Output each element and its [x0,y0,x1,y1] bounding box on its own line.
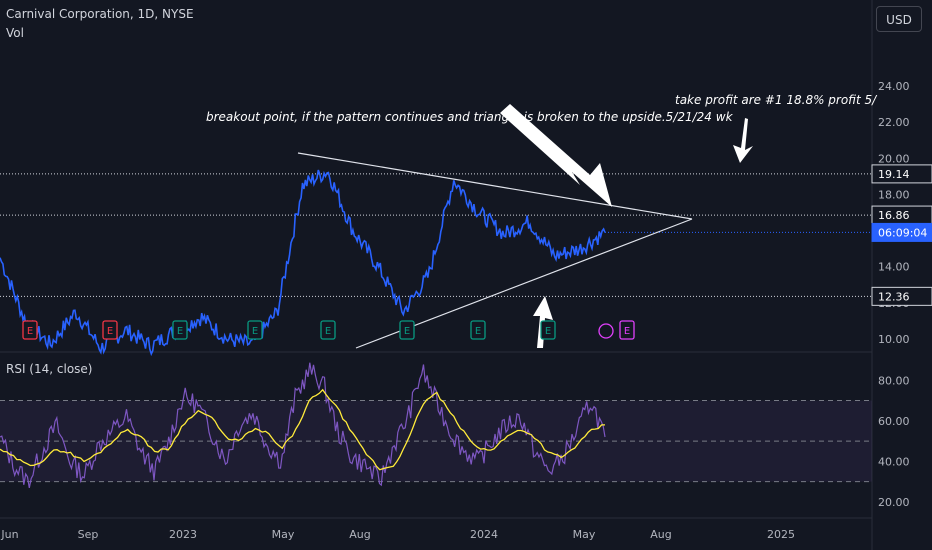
price-label-box [871,164,932,184]
earnings-marker-label: E [177,326,183,337]
earnings-marker [399,320,415,340]
time-tick: Jun [0,528,18,541]
rsi-tick: 20.00 [878,496,910,509]
split-icon [598,323,614,339]
currency-button[interactable]: USD [876,6,922,32]
price-label: 06:09:04 [878,226,927,239]
time-tick: May [272,528,295,541]
time-tick: 2023 [169,528,197,541]
rsi-tick: 80.00 [878,374,910,387]
rsi-series [0,362,606,489]
rsi-tick: 60.00 [878,415,910,428]
breakout-annotation: breakout point, if the pattern continues… [206,110,734,124]
triangle-pattern [297,152,693,349]
earnings-marker-label: E [27,326,33,337]
breakout-arrow [500,104,612,207]
earnings-marker-label: E [624,326,630,337]
time-tick: Aug [650,528,671,541]
rsi-band [0,400,872,483]
time-tick: 2024 [470,528,498,541]
earnings-marker [22,320,38,340]
volume-label: Vol [6,26,24,40]
time-axis: Jun Sep 2023 May Aug 2024 May Aug 2025 [0,528,795,541]
earnings-marker-label: E [475,326,481,337]
rsi-ma-line [0,388,605,471]
take-profit-arrow [733,118,753,163]
earnings-marker-label: E [545,326,551,337]
price-tick: 24.00 [878,80,910,93]
price-label-box [871,222,932,242]
chart-title: Carnival Corporation, 1D, NYSE [6,7,194,21]
earnings-marker-label: E [404,326,410,337]
time-tick: 2025 [767,528,795,541]
time-tick: May [573,528,596,541]
rsi-label: RSI (14, close) [6,362,93,376]
price-series [0,169,872,357]
price-tick: 22.00 [878,116,910,129]
price-label: 12.36 [878,290,910,303]
price-line [0,169,606,357]
annotation-arrows [500,104,753,348]
rsi-line [0,362,606,489]
earnings-marker-label: E [107,326,113,337]
earnings-marker-label: E [252,326,258,337]
rsi-axis: 20.00 40.00 60.00 80.00 [878,374,910,509]
earnings-marker [320,320,336,340]
annotation-texts: breakout point, if the pattern continues… [206,93,878,124]
triangle-upper [297,152,693,220]
grid [0,0,873,550]
earnings-marker [540,320,556,340]
price-tick: 14.00 [878,261,910,274]
price-labels: 19.14 16.86 06:09:04 12.36 [871,164,932,306]
earnings-marker [470,320,486,340]
horizontal-levels [0,173,872,297]
earnings-marker-label: E [325,326,331,337]
price-tick: 18.00 [878,188,910,201]
time-tick: Sep [78,528,99,541]
earnings-marker [172,320,188,340]
time-tick: Aug [349,528,370,541]
earnings-marker [247,320,263,340]
price-tick: 10.00 [878,333,910,346]
earnings-marker [619,320,635,340]
price-label-box [871,286,932,306]
take-profit-annotation: take profit are #1 18.8% profit 5/ [675,93,878,107]
earnings-marker [102,320,118,340]
price-tick: 20.00 [878,152,910,165]
rsi-tick: 40.00 [878,455,910,468]
price-label: 16.86 [878,209,910,222]
price-label: 19.14 [878,168,910,181]
